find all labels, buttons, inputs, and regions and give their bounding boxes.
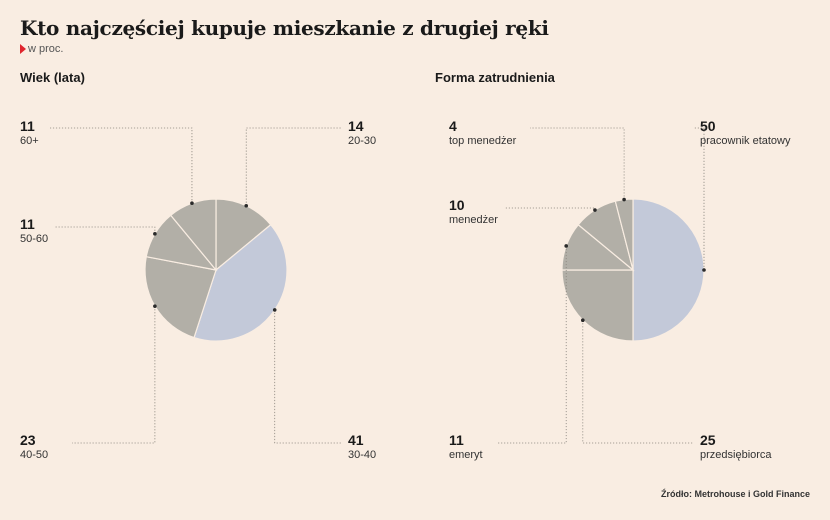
leader-dot-top-menedżer	[622, 197, 626, 202]
source-note: Źródło: Metrohouse i Gold Finance	[660, 489, 810, 499]
label-emeryt: 11 emeryt	[449, 432, 483, 462]
pie-slice-pracownik-etatowy	[632, 198, 705, 342]
chart-title: Kto najczęściej kupuje mieszkanie z drug…	[20, 16, 549, 40]
category-menedzer: menedżer	[449, 214, 498, 226]
unit-label: w proc.	[28, 43, 64, 55]
leader-dot-20-30	[244, 203, 249, 208]
value-40-50: 23	[20, 432, 36, 448]
pie-age	[144, 198, 288, 342]
red-triangle-icon	[20, 44, 26, 54]
value-przedsiebiorca: 25	[700, 432, 716, 448]
leader-dot-emeryt	[564, 244, 568, 248]
label-50-60: 11 50-60	[20, 216, 48, 246]
value-emeryt: 11	[449, 432, 464, 448]
label-60-plus: 11 60+	[20, 118, 39, 148]
leader-dot-50-60	[153, 232, 157, 236]
leader-dot-menedżer	[593, 208, 597, 212]
subtitle: w proc.	[20, 43, 63, 55]
label-20-30: 14 20-30	[348, 118, 376, 148]
leader-dot-przedsiębiorca	[580, 318, 585, 323]
category-pracownik-etatowy: pracownik etatowy	[700, 135, 791, 147]
leader-lines	[50, 127, 706, 444]
label-40-50: 23 40-50	[20, 432, 48, 462]
pie-employment	[561, 198, 705, 342]
leader-line-40-50	[72, 306, 156, 444]
value-pracownik-etatowy: 50	[700, 118, 716, 134]
category-top-menedzer: top menedżer	[449, 135, 517, 147]
pie-age-title: Wiek (lata)	[20, 70, 85, 85]
leader-line-20-30	[245, 127, 342, 206]
value-top-menedzer: 4	[449, 118, 457, 134]
value-30-40: 41	[348, 432, 364, 448]
category-przedsiebiorca: przedsiębiorca	[700, 449, 772, 461]
leader-line-menedżer	[504, 207, 596, 211]
leader-line-pracownik-etatowy	[694, 127, 705, 270]
leader-line-30-40	[274, 309, 342, 444]
category-50-60: 50-60	[20, 233, 49, 245]
value-menedzer: 10	[449, 197, 465, 213]
pie-slice-przedsiębiorca	[561, 269, 634, 342]
leader-dot-pracownik-etatowy	[702, 268, 706, 272]
pie-employment-title: Forma zatrudnienia	[435, 70, 555, 85]
category-60-plus: 60+	[20, 135, 39, 147]
label-przedsiebiorca: 25 przedsiębiorca	[700, 432, 772, 462]
label-menedzer: 10 menedżer	[449, 197, 498, 227]
leader-dot-40-50	[153, 304, 157, 308]
leader-dot-60	[190, 201, 194, 205]
category-40-50: 40-50	[20, 449, 49, 461]
leader-line-50-60	[55, 226, 156, 234]
value-50-60: 11	[20, 216, 35, 232]
category-30-40: 30-40	[348, 449, 377, 461]
label-pracownik-etatowy: 50 pracownik etatowy	[700, 118, 791, 148]
category-emeryt: emeryt	[449, 449, 483, 461]
label-top-menedzer: 4 top menedżer	[449, 118, 516, 148]
leader-line-60	[50, 127, 193, 204]
leader-line-emeryt	[498, 245, 567, 444]
label-30-40: 41 30-40	[348, 432, 376, 462]
category-20-30: 20-30	[348, 135, 377, 147]
leader-line-top-menedżer	[530, 127, 625, 200]
leader-dot-30-40	[272, 308, 277, 312]
value-20-30: 14	[348, 118, 364, 134]
value-60-plus: 11	[20, 118, 35, 134]
